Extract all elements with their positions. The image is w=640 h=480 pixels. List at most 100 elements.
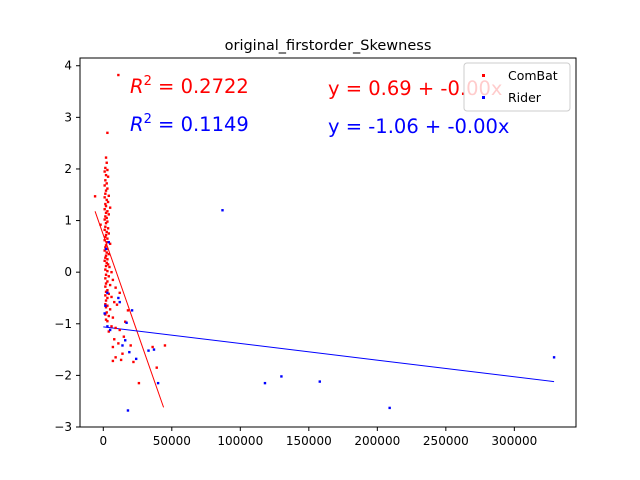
- data-point-combat: [99, 223, 102, 226]
- data-point-combat: [106, 296, 109, 300]
- legend-label-rider: Rider: [508, 90, 542, 105]
- data-point-combat: [103, 184, 106, 187]
- combat-equation: y = 0.69 + -0.00x: [328, 77, 502, 100]
- data-point-combat: [114, 286, 117, 289]
- data-point-combat: [106, 200, 110, 204]
- data-point-combat: [106, 289, 109, 292]
- data-point-combat: [114, 356, 117, 359]
- data-point-rider: [103, 312, 106, 315]
- data-point-combat: [105, 198, 108, 202]
- data-point-combat: [111, 345, 115, 349]
- rider-r2-annotation: R2 = 0.1149: [130, 112, 249, 136]
- fit-line-combat: [94, 211, 165, 408]
- data-point-combat: [108, 283, 112, 287]
- data-point-rider: [106, 325, 109, 328]
- data-point-combat: [105, 261, 108, 265]
- data-point-combat: [106, 247, 109, 251]
- data-point-combat: [121, 352, 124, 355]
- x-tick-label: 300000: [491, 434, 537, 448]
- data-point-combat: [104, 204, 108, 208]
- data-point-combat: [104, 302, 107, 306]
- data-point-combat: [163, 344, 167, 347]
- data-point-rider: [128, 350, 131, 354]
- data-point-combat: [104, 254, 108, 257]
- y-tick-label: 2: [64, 162, 72, 176]
- data-point-combat: [106, 263, 110, 266]
- annotations: R2 = 0.2722 R2 = 0.1149 y = 0.69 + -0.00…: [130, 74, 509, 138]
- data-point-rider: [121, 344, 124, 347]
- plot-frame: [79, 57, 577, 428]
- legend-marker-rider: [482, 96, 485, 99]
- data-point-combat: [103, 218, 106, 221]
- series-combat: [93, 73, 167, 385]
- data-point-combat: [132, 360, 135, 364]
- data-point-combat: [104, 173, 108, 177]
- data-point-rider: [108, 328, 112, 332]
- data-point-combat: [107, 314, 110, 318]
- data-point-combat: [104, 211, 108, 215]
- data-point-combat: [108, 242, 112, 245]
- chart-title: original_firstorder_Skewness: [225, 38, 432, 54]
- data-point-combat: [105, 230, 108, 234]
- y-tick-label: −2: [54, 368, 72, 382]
- data-point-combat: [104, 277, 107, 280]
- legend-box: [463, 62, 571, 112]
- data-point-combat: [104, 318, 108, 321]
- data-point-rider: [126, 409, 130, 412]
- data-point-combat: [104, 246, 107, 249]
- data-point-combat: [117, 342, 120, 345]
- data-point-combat: [151, 345, 154, 349]
- data-point-combat: [105, 161, 108, 164]
- data-point-combat: [106, 258, 109, 261]
- x-axis: 0 50000 100000 150000 200000 250000 300000: [99, 427, 537, 448]
- data-point-combat: [104, 306, 108, 309]
- data-point-rider: [263, 381, 267, 385]
- data-point-combat: [106, 187, 109, 190]
- y-tick-label: 4: [64, 59, 72, 73]
- data-point-combat: [103, 228, 106, 232]
- plot-area: [79, 57, 577, 428]
- data-point-combat: [118, 291, 121, 295]
- data-point-combat: [111, 278, 115, 282]
- data-point-combat: [104, 268, 107, 271]
- data-point-combat: [107, 213, 110, 216]
- data-point-combat: [106, 227, 110, 230]
- y-tick-label: −3: [54, 420, 72, 434]
- data-point-combat: [107, 232, 110, 235]
- data-point-combat: [104, 192, 107, 195]
- data-point-rider: [104, 304, 107, 307]
- data-point-combat: [110, 270, 113, 274]
- data-point-rider: [106, 291, 109, 295]
- data-point-combat: [107, 292, 110, 296]
- data-point-combat: [111, 359, 115, 363]
- data-points: [93, 73, 556, 412]
- x-tick-label: 150000: [286, 434, 332, 448]
- data-point-rider: [388, 406, 391, 410]
- data-point-combat: [106, 280, 109, 283]
- x-tick-label: 200000: [354, 434, 400, 448]
- data-point-combat: [108, 265, 111, 269]
- data-point-combat: [103, 170, 106, 173]
- y-tick-label: 1: [64, 214, 72, 228]
- data-point-combat: [104, 273, 108, 276]
- y-tick-label: 3: [64, 110, 72, 124]
- combat-r2-annotation: R2 = 0.2722: [130, 74, 249, 98]
- data-point-combat: [107, 330, 110, 333]
- fit-line-rider: [103, 326, 555, 383]
- data-point-rider: [152, 348, 156, 351]
- data-point-combat: [105, 311, 108, 314]
- data-point-combat: [114, 326, 117, 330]
- data-point-combat: [104, 235, 107, 239]
- regression-lines: [94, 211, 555, 408]
- data-point-combat: [106, 210, 109, 213]
- data-point-combat: [104, 202, 107, 206]
- y-tick-label: 0: [64, 265, 72, 279]
- data-point-rider: [118, 300, 121, 304]
- data-point-combat: [104, 282, 108, 285]
- data-point-combat: [103, 249, 106, 252]
- data-point-combat: [105, 241, 108, 244]
- y-axis: −3 −2 −1 0 1 2 3 4: [54, 59, 80, 434]
- data-point-combat: [113, 338, 116, 341]
- data-point-combat: [104, 299, 108, 302]
